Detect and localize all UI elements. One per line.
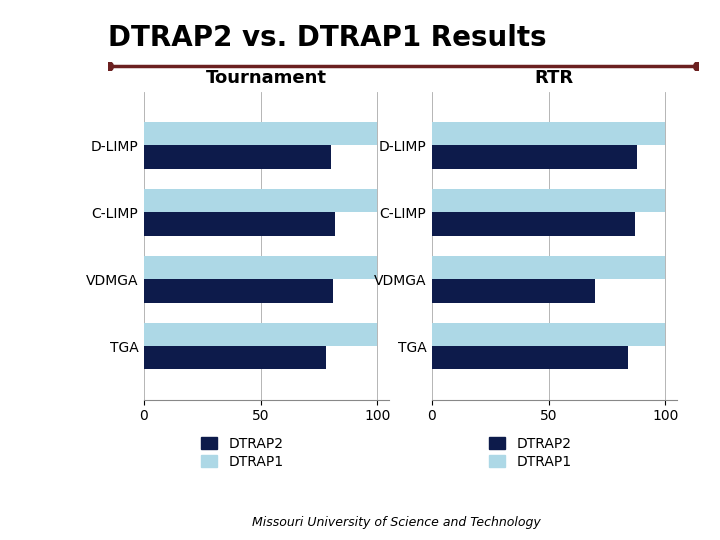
Bar [432,279,595,302]
Text: Missouri University of Science and Technology: Missouri University of Science and Techn… [251,516,541,529]
Bar [144,279,333,302]
Text: DTRAP2 vs. DTRAP1 Results: DTRAP2 vs. DTRAP1 Results [108,24,546,52]
Bar [432,122,665,145]
Bar [432,256,665,279]
Bar [144,323,377,346]
Bar [144,189,377,212]
Title: Tournament: Tournament [206,70,327,87]
Legend: DTRAP2, DTRAP1: DTRAP2, DTRAP1 [483,431,577,475]
Bar [432,189,665,212]
Bar [144,212,336,235]
Bar [432,145,637,169]
Bar [144,122,377,145]
Bar [432,212,635,235]
Bar [144,145,330,169]
Legend: DTRAP2, DTRAP1: DTRAP2, DTRAP1 [195,431,289,475]
Bar [144,346,326,369]
Bar [432,346,628,369]
Bar [144,256,377,279]
Bar [432,323,665,346]
Title: RTR: RTR [535,70,574,87]
